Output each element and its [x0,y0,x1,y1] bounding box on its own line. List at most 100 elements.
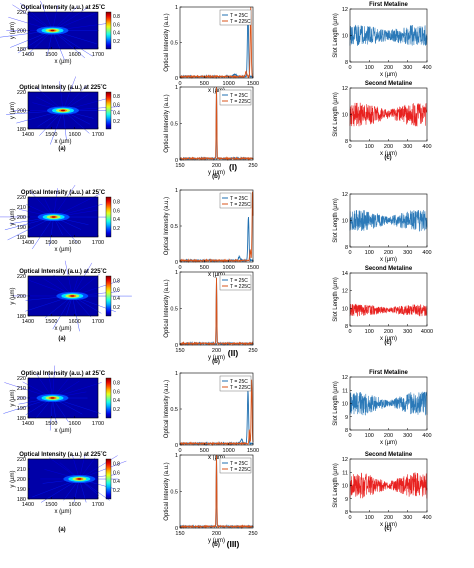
panel-sublabel: (a) [58,527,65,533]
heatmap-title-unit: C [102,269,107,275]
y-tick-label: 180 [17,127,26,133]
slot-xlabel: x (µm) [380,72,397,78]
x-tick-label: 0 [178,448,181,454]
x-tick-label: 0 [348,515,351,521]
heatmap-title: Optical Intensity (a.u.) at 225°C [19,267,107,275]
panel-sublabel: (c) [384,340,391,346]
x-tick-label: 400 [422,65,431,71]
y-tick-label: 9 [345,497,348,503]
x-tick-label: 300 [403,329,412,335]
heatmap-xlabel: x (µm) [54,509,71,515]
y-tick-label: 8 [345,428,348,434]
y-tick-label: 0 [175,343,178,349]
intensity-ylabel: Optical Intensity (a.u.) [164,462,170,520]
group-label-close: ) [237,539,240,549]
y-tick-label: 180 [17,416,26,422]
plot-frame [350,273,427,326]
legend-label-2: T = 225C [230,467,251,473]
legend-label-2: T = 225C [230,19,251,25]
x-tick-label: 200 [212,531,221,537]
y-tick-label: 180 [17,497,26,503]
y-tick-label: 180 [17,314,26,320]
y-tick-label: 10 [342,219,348,225]
y-tick-label: 0 [175,260,178,266]
colorbar-tick-label: 0.8 [113,94,120,100]
heatmap-ylabel: y (µm) [10,102,16,119]
x-tick-label: 0 [348,65,351,71]
x-tick-label: 300 [403,65,412,71]
x-tick-label: 500 [200,265,209,271]
colorbar-tick-label: 0.6 [113,208,120,214]
colorbar-tick-label: 0.4 [113,296,120,302]
panel-sublabel: (b) [212,359,220,365]
y-tick-label: 10 [342,402,348,408]
heatmap-hotspot [61,110,65,111]
intensity-ylabel: Optical Intensity (a.u.) [164,197,170,255]
slot-ylabel: Slot Length (µm) [333,198,339,242]
x-tick-label: 1600 [69,421,81,427]
legend-label-2: T = 225C [230,385,251,391]
x-tick-label: 200 [384,433,393,439]
y-tick-label: 1 [175,5,178,11]
slot-ylabel: Slot Length (µm) [333,92,339,136]
heatmap-title-unit: C [102,85,107,91]
x-tick-label: 1500 [247,81,259,87]
x-tick-label: 250 [248,348,257,354]
group-label: (III) [227,539,240,549]
y-tick-label: 180 [17,47,26,53]
colorbar-tick-label: 0.2 [113,488,120,494]
group-label-close: ) [234,162,237,172]
x-tick-label: 200 [384,329,393,335]
x-tick-label: 300 [403,144,412,150]
intensity-ylabel: Optical Intensity (a.u.) [164,380,170,438]
slot-series [350,473,427,499]
y-tick-label: 8 [345,139,348,145]
x-tick-label: 1700 [92,52,104,58]
x-tick-label: 300 [403,250,412,256]
colorbar-tick-label: 0.2 [113,226,120,232]
slot-title: First Metaline [369,2,408,8]
colorbar-tick-label: 0.8 [113,278,120,284]
heatmap-ylabel: y (µm) [10,287,16,304]
y-tick-label: 190 [17,406,26,412]
x-tick-label: 1500 [45,240,57,246]
heatmap-xlabel: x (µm) [54,139,71,145]
y-tick-label: 12 [342,192,348,198]
x-tick-label: 1500 [45,421,57,427]
heatmap-title-unit: C [101,371,106,377]
y-tick-label: 220 [17,90,26,96]
colorbar-tick-label: 0.6 [113,22,120,28]
heatmap-xlabel: x (µm) [54,247,71,253]
colorbar-tick-label: 0.6 [113,470,120,476]
legend-label-2: T = 225C [230,202,251,208]
y-tick-label: 220 [17,195,26,201]
panel-sublabel: (b) [212,174,220,180]
y-tick-label: 12 [342,457,348,463]
y-tick-label: 1 [175,188,178,194]
y-tick-label: 220 [17,274,26,280]
heatmap-hotspot [77,478,81,479]
x-tick-label: 1600 [69,52,81,58]
slot-ylabel: Slot Length (µm) [333,381,339,425]
y-tick-label: 200 [17,477,26,483]
y-tick-label: 190 [17,487,26,493]
x-tick-label: 4000 [421,329,433,335]
x-tick-label: 1600 [69,132,81,138]
panel-sublabel: (c) [384,155,391,161]
colorbar [106,12,111,49]
x-tick-label: 500 [200,448,209,454]
colorbar-tick-label: 0.4 [113,479,120,485]
group-label: (II) [228,348,239,358]
heatmap-ylabel: y (µm) [10,208,16,225]
x-tick-label: 1700 [92,319,104,325]
x-tick-label: 0 [348,144,351,150]
y-tick-label: 8 [345,245,348,251]
